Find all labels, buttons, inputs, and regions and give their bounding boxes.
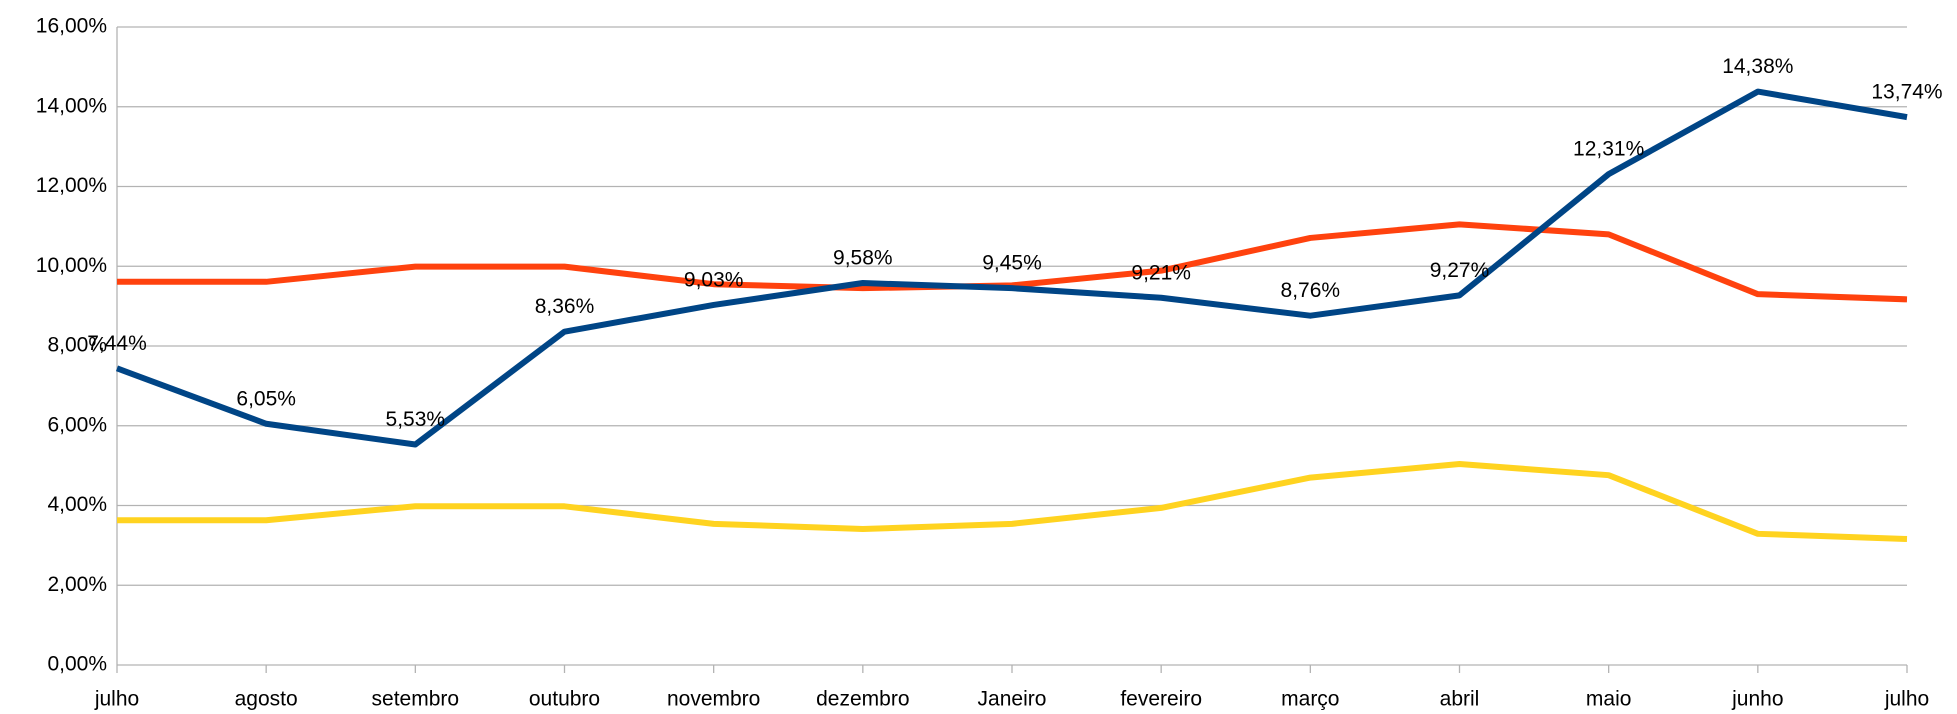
data-label: 9,58% xyxy=(833,247,893,270)
y-tick-label: 14,00% xyxy=(36,94,107,117)
x-tick-label: agosto xyxy=(235,688,298,711)
data-label: 9,27% xyxy=(1430,259,1490,282)
y-tick-label: 2,00% xyxy=(47,573,107,596)
data-label: 5,53% xyxy=(386,408,446,431)
data-label: 7,44% xyxy=(87,332,147,355)
x-tick-label: abril xyxy=(1440,688,1480,711)
x-tick-label: dezembro xyxy=(816,688,909,711)
data-label: 9,03% xyxy=(684,268,744,291)
data-label: 8,36% xyxy=(535,295,595,318)
x-tick-label: maio xyxy=(1586,688,1632,711)
data-label: 8,76% xyxy=(1281,279,1341,302)
x-tick-label: junho xyxy=(1731,688,1783,711)
y-tick-label: 16,00% xyxy=(36,15,107,38)
x-tick-label: julho xyxy=(1884,688,1929,711)
data-label: 13,74% xyxy=(1871,81,1942,104)
x-tick-label: setembro xyxy=(372,688,460,711)
data-label: 12,31% xyxy=(1573,138,1644,161)
x-tick-label: outubro xyxy=(529,688,600,711)
x-tick-label: março xyxy=(1281,688,1339,711)
x-tick-label: julho xyxy=(94,688,139,711)
data-label: 9,21% xyxy=(1131,261,1191,284)
y-tick-label: 0,00% xyxy=(47,653,107,676)
series-line xyxy=(115,88,1908,448)
series-line xyxy=(117,461,1908,542)
y-tick-label: 4,00% xyxy=(47,493,107,516)
y-tick-label: 8,00% xyxy=(47,334,107,357)
y-tick-label: 6,00% xyxy=(47,413,107,436)
data-label: 14,38% xyxy=(1722,55,1793,78)
y-tick-label: 10,00% xyxy=(36,254,107,277)
x-tick-label: Janeiro xyxy=(978,688,1047,711)
y-tick-label: 12,00% xyxy=(36,174,107,197)
data-label: 9,45% xyxy=(982,252,1042,275)
data-label: 6,05% xyxy=(236,387,296,410)
x-tick-label: novembro xyxy=(667,688,760,711)
x-tick-label: fevereiro xyxy=(1120,688,1202,711)
